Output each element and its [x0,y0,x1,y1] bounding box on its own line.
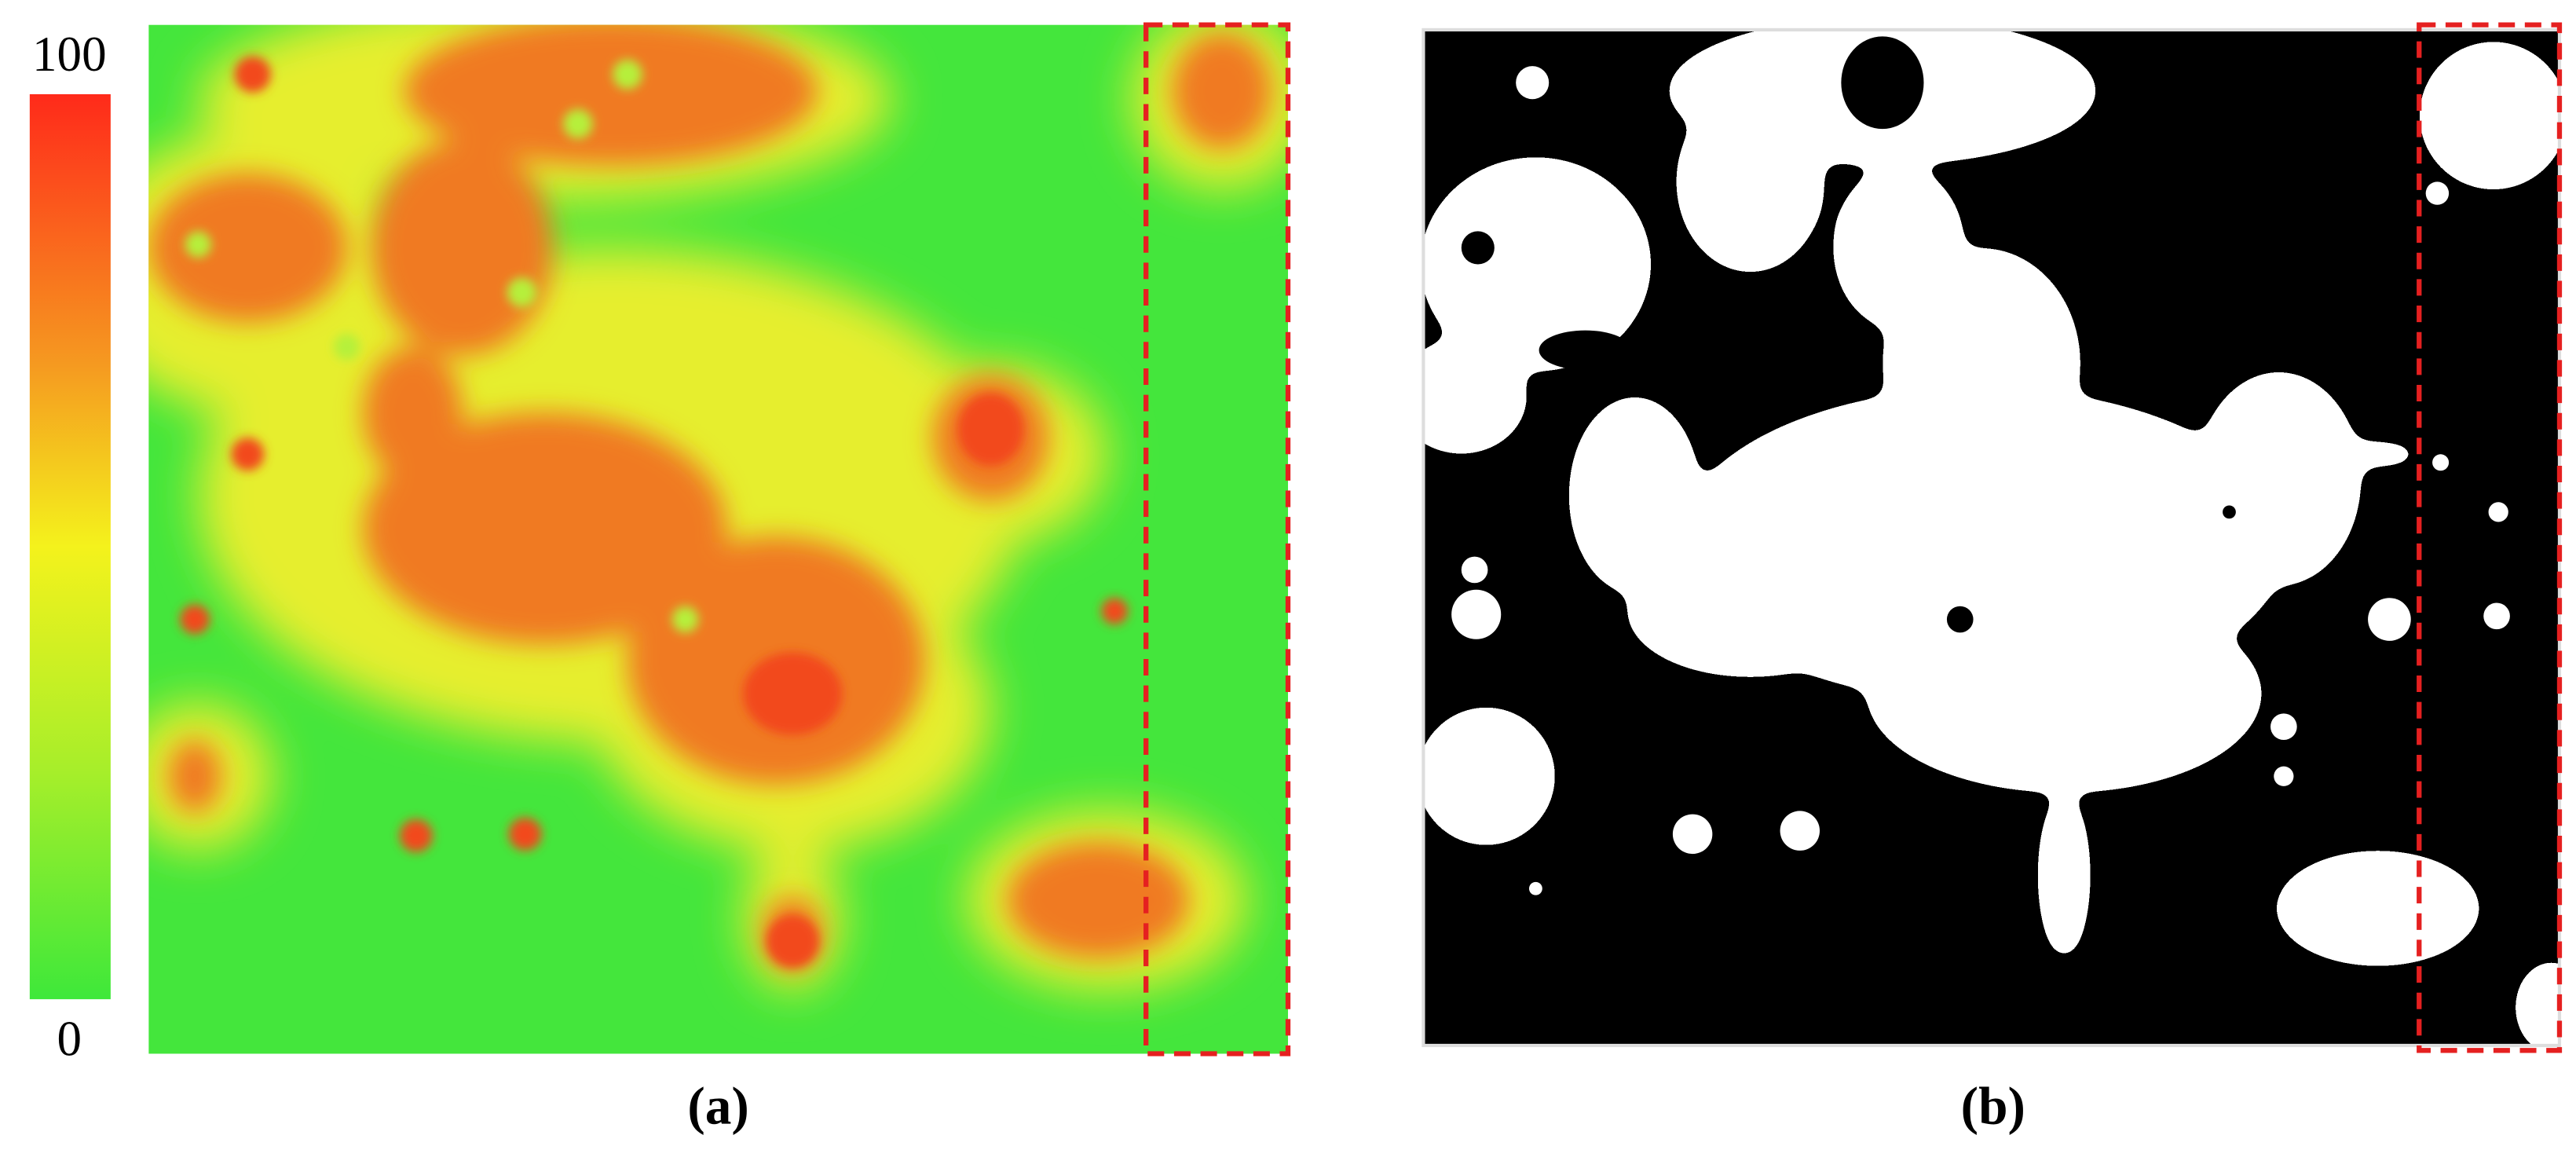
heat-blob [148,173,347,323]
white-spot [1780,811,1820,851]
heat-spot [743,652,843,735]
white-spot [1672,814,1713,855]
heat-blob [168,740,221,813]
heat-spot [507,277,537,308]
white-region [1568,396,1701,595]
white-region [2037,793,2091,958]
black-hole [1946,606,1974,633]
panel-label: (a) [687,1077,748,1136]
heat-layer [180,56,1129,968]
heat-blob [404,24,818,166]
heat-spot [180,604,210,635]
white-spot [2270,713,2297,741]
heat-blob [1007,842,1189,958]
heat-spot [957,393,1024,466]
white-region [1423,707,1556,846]
colorbar-min-label: 0 [57,1011,82,1066]
white-spot [2003,390,2033,420]
heat-spot [234,56,271,93]
white-spot [1461,556,1488,584]
white-region [1676,90,1825,273]
heat-spot [508,817,542,851]
white-region [1865,595,2263,793]
white-spot [2432,454,2450,471]
heat-blob [363,412,727,645]
heat-spot [185,231,212,258]
heat-spot [333,333,360,361]
heat-blob [363,346,463,479]
black-hole [1788,280,1828,320]
heat-spot [613,59,642,90]
white-region [1423,156,1652,372]
heat-blob [371,140,554,356]
white-region [2515,961,2560,1045]
heat-spot [399,818,433,852]
white-spot [1528,881,1542,895]
white-region [2303,441,2420,468]
colorbar-max-label: 100 [32,27,107,82]
white-region [1423,339,1528,455]
white-spot [2274,766,2294,786]
white-region [2275,850,2481,967]
binary-border [1422,27,2562,1048]
highlight-box [1143,22,1291,1056]
white-spot [1952,287,1972,308]
black-hole [1539,330,1632,371]
heat-spot [671,606,699,633]
heat-spot [766,914,819,968]
white-spot [1516,66,1550,100]
binary-map [1423,29,2560,1045]
white-spot [2483,602,2510,630]
panel-label: (b) [1961,1077,2025,1136]
white-spot [1735,129,1759,152]
black-hole [1841,36,1924,130]
heat-blob [1172,33,1272,149]
white-region [2196,372,2362,587]
black-hole [1461,231,1495,265]
white-region [2419,41,2560,190]
colorbar [29,93,111,1000]
white-spot [2488,502,2508,522]
white-spot [2368,598,2411,641]
heat-spot [1101,598,1129,624]
white-spot [1451,589,1502,639]
white-spot [2425,181,2450,205]
heat-spot [562,108,593,139]
black-hole [2223,505,2236,519]
white-region [1626,544,1875,678]
binary-layer [1423,29,2560,1045]
heat-spot [231,438,265,471]
white-region [1832,165,1966,331]
heatmap [148,24,1288,1054]
